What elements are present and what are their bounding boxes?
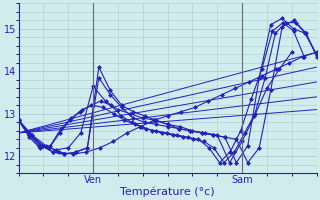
X-axis label: Température (°c): Température (°c) <box>120 186 215 197</box>
